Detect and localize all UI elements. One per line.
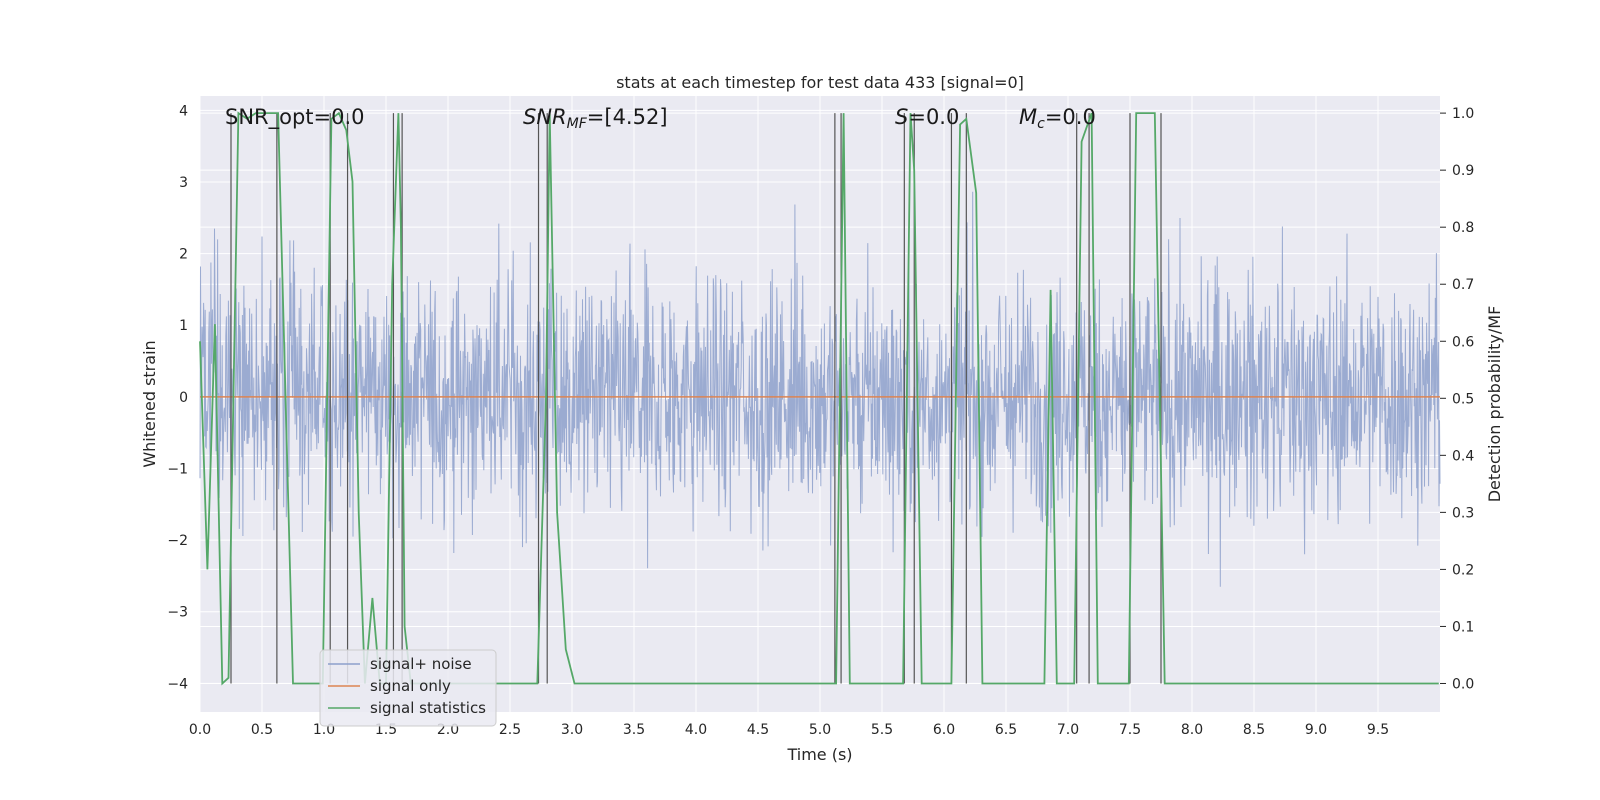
legend-label-signal-statistics: signal statistics: [370, 699, 486, 717]
annotation-snr-mf: SNRMF=[4.52]: [523, 105, 668, 132]
x-tick-label: 8.5: [1243, 722, 1265, 738]
y-tick-label: 3: [179, 175, 188, 191]
y-axis-label: Whitened strain: [140, 340, 159, 467]
y-right-tick-label: 0.6: [1452, 334, 1474, 350]
y-right-tick-label: 1.0: [1452, 106, 1474, 122]
legend-box: [319, 649, 497, 727]
annotation-s-value: =0.0: [908, 105, 959, 129]
y-tick-label: 2: [179, 247, 188, 263]
signal-noise-line: [199, 191, 1441, 587]
annotation-mc-base: M: [1019, 105, 1037, 129]
x-tick-label: 8.0: [1181, 722, 1203, 738]
x-tick-label: 7.0: [1057, 722, 1079, 738]
y-tick-label: 4: [179, 103, 188, 119]
signal-statistics-series: [199, 111, 1439, 686]
y-right-tick-label: 0.8: [1452, 220, 1474, 236]
y-right-tick-label: 0.9: [1452, 163, 1474, 179]
legend-label-signal-noise: signal+ noise: [370, 655, 472, 673]
tick-labels: 0.0 0.5 1.0 1.5 2.0 2.5 3.0 3.5 4.0 4.5 5.0 5.5 6.0 6…: [167, 103, 1474, 738]
x-tick-label: 0.5: [251, 722, 273, 738]
y-tick-label: −2: [167, 533, 188, 549]
x-tick-label: 4.0: [685, 722, 707, 738]
signal-noise-series: [199, 191, 1441, 587]
x-tick-label: 5.5: [871, 722, 893, 738]
annotation-mc-value: =0.0: [1045, 105, 1096, 129]
annotation-s: S=0.0: [895, 105, 959, 129]
y-right-tick-label: 0.1: [1452, 619, 1474, 635]
x-tick-label: 4.5: [747, 722, 769, 738]
x-tick-label: 3.5: [623, 722, 645, 738]
x-tick-label: 3.0: [561, 722, 583, 738]
y-right-tick-label: 0.4: [1452, 448, 1474, 464]
y-tick-label: 1: [179, 318, 188, 334]
x-tick-label: 9.0: [1305, 722, 1327, 738]
annotation-s-base: S: [895, 105, 908, 129]
y-tick-label: −3: [167, 605, 188, 621]
legend: signal+ noise signal only signal statist…: [319, 649, 497, 727]
signal-statistics-line: [199, 111, 1439, 686]
y-right-axis-label: Detection probability/MF: [1485, 306, 1504, 503]
y-right-tick-label: 0.2: [1452, 562, 1474, 578]
chart-title: stats at each timestep for test data 433…: [616, 73, 1024, 92]
y-tick-label: −1: [167, 461, 188, 477]
legend-label-signal-only: signal only: [370, 677, 451, 695]
annotation-snr-mf-base: SNR: [523, 105, 567, 129]
y-tick-label: −4: [167, 676, 188, 692]
annotation-mc-sub: c: [1037, 116, 1045, 132]
y-right-tick-label: 0.3: [1452, 505, 1474, 521]
y-right-tick-label: 0.0: [1452, 676, 1474, 692]
y-tick-label: 0: [179, 390, 188, 406]
annotation-snr-mf-value: =[4.52]: [587, 105, 668, 129]
x-tick-label: 7.5: [1119, 722, 1141, 738]
x-tick-label: 0.0: [189, 722, 211, 738]
x-tick-label: 2.5: [499, 722, 521, 738]
x-axis-label: Time (s): [786, 745, 852, 764]
x-tick-label: 5.0: [809, 722, 831, 738]
x-tick-label: 9.5: [1367, 722, 1389, 738]
y-right-tick-label: 0.5: [1452, 391, 1474, 407]
annotation-snr-opt: SNR_opt=0.0: [225, 105, 365, 130]
annotation-mc: Mc=0.0: [1019, 105, 1096, 132]
x-tick-label: 6.0: [933, 722, 955, 738]
annotation-snr-mf-sub: MF: [567, 116, 588, 132]
y-right-tick-label: 0.7: [1452, 277, 1474, 293]
x-tick-label: 6.5: [995, 722, 1017, 738]
